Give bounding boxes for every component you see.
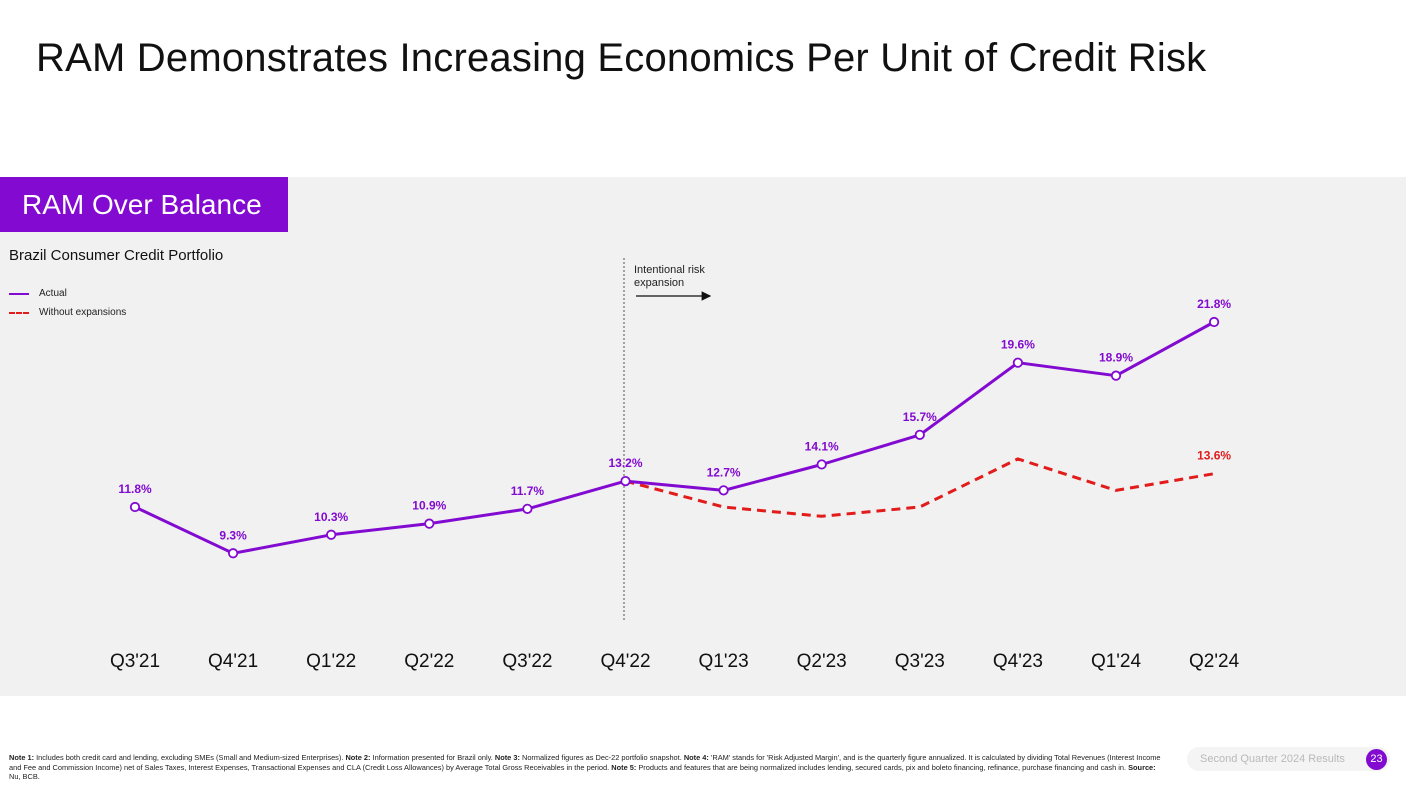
legend-label-actual: Actual (39, 288, 67, 299)
legend-label-without-expansions: Without expansions (39, 307, 127, 318)
x-tick-label: Q3'21 (110, 651, 160, 672)
data-point-actual (326, 529, 337, 540)
data-point-actual (1012, 357, 1024, 368)
note2-label: Note 2: (345, 753, 371, 762)
data-point-actual (914, 429, 925, 440)
x-tick-label: Q4'22 (600, 651, 650, 672)
page-number: 23 (1366, 749, 1387, 770)
data-label-actual: 11.7% (511, 484, 545, 498)
note5-label: Note 5: (611, 762, 637, 772)
x-axis-ticks: Q3'21 Q4'21 Q1'22 Q2'22 Q3'22 Q4'22 Q1'23 Q2'23… (110, 651, 1240, 672)
data-label-actual: 15.7% (903, 410, 937, 424)
data-label-actual: 10.3% (314, 510, 348, 524)
series-line-without-expansions (625, 457, 1215, 518)
annotation-text-line1: Intentional risk (634, 264, 705, 276)
footnotes: Note 1: Includes both credit card and le… (9, 753, 1169, 782)
note4-text: 'RAM' stands for 'Risk Adjusted Margin',… (9, 753, 1161, 772)
x-tick-label: Q2'24 (1189, 651, 1240, 672)
footer-badge (1187, 747, 1390, 771)
line-chart: Intentional risk expansion 11.8% 9.3% 10.3… (110, 258, 1240, 672)
source-text: Nu, BCB. (9, 772, 40, 781)
data-label-actual: 9.3% (219, 528, 247, 542)
note4-label: Note 4: (683, 753, 709, 762)
data-point-actual (1209, 316, 1220, 328)
series-line-actual (133, 320, 1216, 555)
data-point-actual (522, 503, 533, 514)
legend-item-actual: Actual (9, 288, 67, 299)
chart-title: Brazil Consumer Credit Portfolio (9, 247, 224, 264)
data-point-actual (424, 518, 435, 529)
slide-title: RAM Demonstrates Increasing Economics Pe… (36, 36, 1207, 80)
legend-item-without-expansions: Without expansions (9, 307, 126, 318)
annotation-text-line2: expansion (634, 277, 684, 289)
x-tick-label: Q4'21 (208, 651, 258, 672)
data-label-without-expansions: 13.6% (1197, 449, 1231, 463)
note3-text: Normalized figures as Dec-22 portfolio s… (519, 753, 684, 762)
data-point-actual (718, 485, 729, 496)
legend-swatch-actual (9, 292, 29, 295)
note5-text: Products and features that are being nor… (636, 762, 1129, 772)
x-tick-label: Q2'23 (797, 651, 847, 672)
data-point-actual (129, 501, 141, 513)
data-point-actual (620, 475, 631, 487)
x-tick-label: Q3'22 (502, 651, 552, 672)
source-label: Source: (1128, 762, 1156, 772)
x-tick-label: Q1'23 (699, 651, 749, 672)
data-label-actual: 14.1% (805, 439, 839, 453)
data-point-actual (816, 459, 827, 470)
footer-label: Second Quarter 2024 Results (1200, 753, 1345, 765)
x-tick-label: Q4'23 (993, 651, 1043, 672)
note1-label: Note 1: (9, 753, 35, 762)
data-label-actual: 19.6% (1001, 338, 1035, 352)
series-layer: 11.8% 9.3% 10.3% 10.9% 11.7% 13.2% 12.7% 14.1% 1… (118, 297, 1231, 559)
data-label-actual: 12.7% (707, 465, 741, 479)
chart-panel (0, 177, 1406, 696)
x-tick-label: Q2'22 (404, 651, 454, 672)
x-tick-label: Q3'23 (895, 651, 945, 672)
x-tick-label: Q1'22 (306, 651, 356, 672)
note3-label: Note 3: (494, 753, 520, 762)
legend-swatch-without-expansions (9, 311, 29, 314)
data-label-actual: 11.8% (118, 482, 152, 496)
panel-tag: RAM Over Balance (0, 177, 288, 232)
data-label-actual: 13.2% (608, 456, 642, 470)
data-label-actual: 10.9% (412, 499, 446, 513)
note1-text: Includes both credit card and lending, e… (34, 753, 346, 762)
data-point-actual (228, 548, 239, 559)
note2-text: Information presented for Brazil only. (370, 753, 495, 762)
x-tick-label: Q1'24 (1091, 651, 1142, 672)
data-point-actual (1110, 370, 1122, 381)
data-label-actual: 18.9% (1099, 351, 1133, 365)
data-label-actual: 21.8% (1197, 297, 1231, 311)
